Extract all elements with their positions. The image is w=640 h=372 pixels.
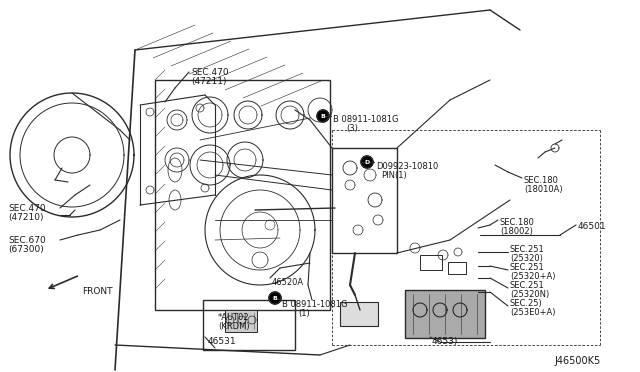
Text: 46520A: 46520A	[272, 278, 304, 287]
Text: D09923-10810: D09923-10810	[376, 162, 438, 171]
Text: 46531: 46531	[208, 337, 237, 346]
Text: *AUT02: *AUT02	[218, 313, 250, 322]
Text: B 08911-1081G: B 08911-1081G	[333, 115, 399, 124]
Text: (253E0+A): (253E0+A)	[510, 308, 556, 317]
Text: SEC.251: SEC.251	[510, 245, 545, 254]
Bar	[332, 148, 397, 253]
Text: (25320N): (25320N)	[510, 290, 549, 299]
Text: (25320): (25320)	[510, 254, 543, 263]
Text: B: B	[273, 295, 277, 301]
Text: SEC.470: SEC.470	[191, 68, 228, 77]
Text: (3): (3)	[346, 124, 358, 133]
Bar	[448, 262, 466, 274]
Text: (KRDM): (KRDM)	[218, 322, 250, 331]
Text: SEC.25): SEC.25)	[510, 299, 543, 308]
Text: (18010A): (18010A)	[524, 185, 563, 194]
Text: FRONT: FRONT	[82, 287, 113, 296]
Text: SEC.180: SEC.180	[524, 176, 559, 185]
Text: SEC.251: SEC.251	[510, 281, 545, 290]
Bar	[225, 310, 257, 332]
Text: 4653): 4653)	[432, 337, 458, 346]
Text: (67300): (67300)	[8, 245, 44, 254]
Polygon shape	[361, 156, 373, 168]
Text: (25320+A): (25320+A)	[510, 272, 556, 281]
Text: B: B	[321, 113, 325, 119]
Text: SEC.251: SEC.251	[510, 263, 545, 272]
Text: (1): (1)	[298, 309, 310, 318]
Text: PIN(1): PIN(1)	[381, 171, 407, 180]
Text: SEC.670: SEC.670	[8, 236, 45, 245]
Text: D: D	[364, 160, 370, 164]
Text: SEC.180: SEC.180	[500, 218, 535, 227]
Polygon shape	[317, 110, 329, 122]
Text: 46501: 46501	[578, 222, 607, 231]
Bar	[340, 302, 378, 326]
Text: (47210): (47210)	[8, 213, 44, 222]
Bar	[405, 290, 485, 338]
Bar	[420, 255, 442, 270]
Polygon shape	[269, 292, 281, 304]
Text: J46500K5: J46500K5	[554, 356, 600, 366]
Text: (18002): (18002)	[500, 227, 533, 236]
Bar	[203, 300, 295, 350]
Text: B 08911-1081G: B 08911-1081G	[282, 300, 348, 309]
Text: (47211): (47211)	[191, 77, 227, 86]
Text: SEC.470: SEC.470	[8, 204, 45, 213]
Bar	[155, 80, 330, 310]
